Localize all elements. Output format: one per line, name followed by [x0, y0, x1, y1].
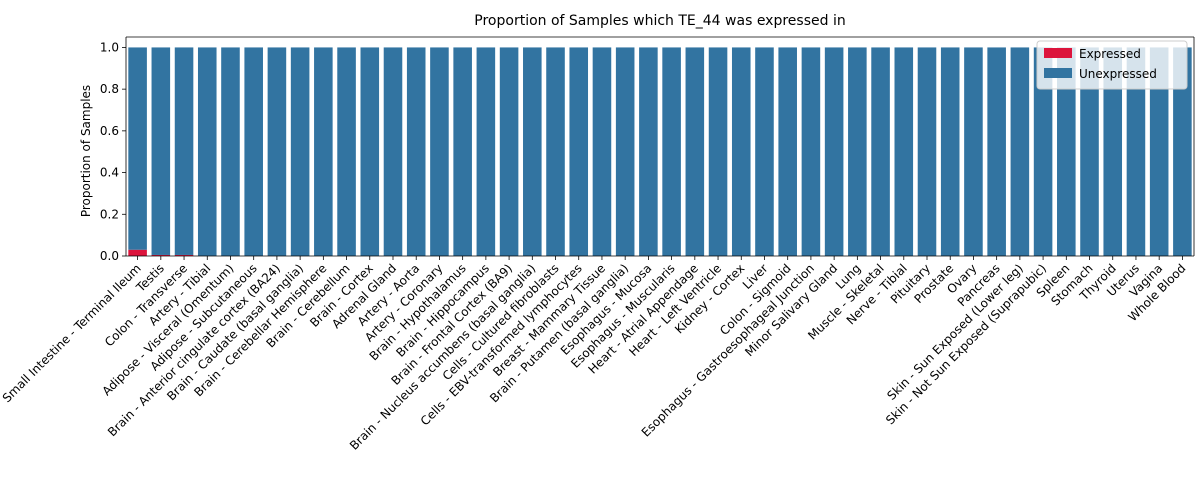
bar-unexpressed-30	[824, 47, 844, 257]
bars-group	[128, 47, 1192, 257]
legend-swatch-unexpressed	[1044, 68, 1072, 78]
bar-unexpressed-39	[1033, 47, 1053, 257]
y-tick-label-4: 0.8	[100, 82, 119, 96]
bar-unexpressed-32	[871, 47, 890, 257]
y-tick-label-5: 1.0	[100, 40, 119, 54]
bar-unexpressed-20	[592, 47, 612, 257]
legend-frame	[1036, 40, 1188, 90]
bar-unexpressed-33	[894, 47, 914, 257]
bar-unexpressed-38	[1010, 47, 1030, 257]
bar-unexpressed-22	[639, 47, 658, 257]
y-tick-label-2: 0.4	[100, 166, 119, 180]
bar-unexpressed-31	[848, 47, 867, 257]
bar-unexpressed-13	[430, 47, 449, 257]
bar-unexpressed-0	[128, 47, 147, 250]
bar-unexpressed-34	[917, 47, 937, 257]
bar-unexpressed-8	[314, 47, 333, 257]
bar-unexpressed-1	[151, 47, 171, 255]
bar-unexpressed-6	[267, 47, 287, 257]
bar-unexpressed-18	[546, 47, 565, 257]
bar-unexpressed-15	[476, 47, 496, 257]
legend-swatch-expressed	[1044, 48, 1072, 58]
bar-unexpressed-40	[1057, 47, 1076, 257]
bar-unexpressed-45	[1173, 47, 1192, 257]
legend-label-expressed: Expressed	[1079, 47, 1141, 61]
y-axis-label: Proportion of Samples	[79, 85, 93, 217]
bar-unexpressed-25	[708, 47, 728, 257]
bar-unexpressed-16	[499, 47, 519, 257]
bar-unexpressed-21	[615, 47, 635, 257]
y-tick-label-3: 0.6	[100, 124, 119, 138]
y-tick-label-0: 0.0	[100, 249, 119, 263]
bar-unexpressed-7	[290, 47, 310, 257]
bar-unexpressed-2	[174, 47, 194, 255]
bar-unexpressed-9	[337, 47, 356, 257]
bar-unexpressed-23	[662, 47, 681, 257]
bar-unexpressed-24	[685, 47, 705, 257]
bar-unexpressed-4	[221, 47, 240, 257]
bar-unexpressed-42	[1103, 47, 1123, 257]
chart-title: Proportion of Samples which TE_44 was ex…	[474, 13, 845, 29]
bar-unexpressed-44	[1149, 47, 1169, 257]
y-tick-label-1: 0.2	[100, 207, 119, 221]
legend: Expressed Unexpressed	[1036, 40, 1188, 90]
bar-unexpressed-19	[569, 47, 589, 257]
bar-unexpressed-14	[453, 47, 472, 257]
bar-unexpressed-5	[244, 47, 263, 257]
legend-label-unexpressed: Unexpressed	[1079, 67, 1157, 81]
bar-unexpressed-17	[523, 47, 542, 257]
bar-expressed-2	[174, 254, 194, 256]
bar-unexpressed-28	[778, 47, 797, 257]
bar-unexpressed-26	[731, 47, 751, 257]
bar-unexpressed-12	[406, 47, 426, 257]
bar-expressed-0	[128, 249, 147, 256]
bar-unexpressed-41	[1080, 47, 1099, 257]
bar-unexpressed-3	[197, 47, 217, 257]
bar-unexpressed-11	[383, 47, 403, 257]
bar-unexpressed-29	[801, 47, 821, 257]
bar-unexpressed-36	[964, 47, 983, 257]
y-axis: 0.0 0.2 0.4 0.6 0.8 1.0	[100, 37, 1195, 263]
bar-unexpressed-27	[755, 47, 774, 257]
bar-unexpressed-35	[940, 47, 960, 257]
bar-unexpressed-10	[360, 47, 380, 257]
bar-unexpressed-37	[987, 47, 1006, 257]
bar-unexpressed-43	[1126, 47, 1146, 257]
bar-expressed-1	[151, 254, 171, 256]
